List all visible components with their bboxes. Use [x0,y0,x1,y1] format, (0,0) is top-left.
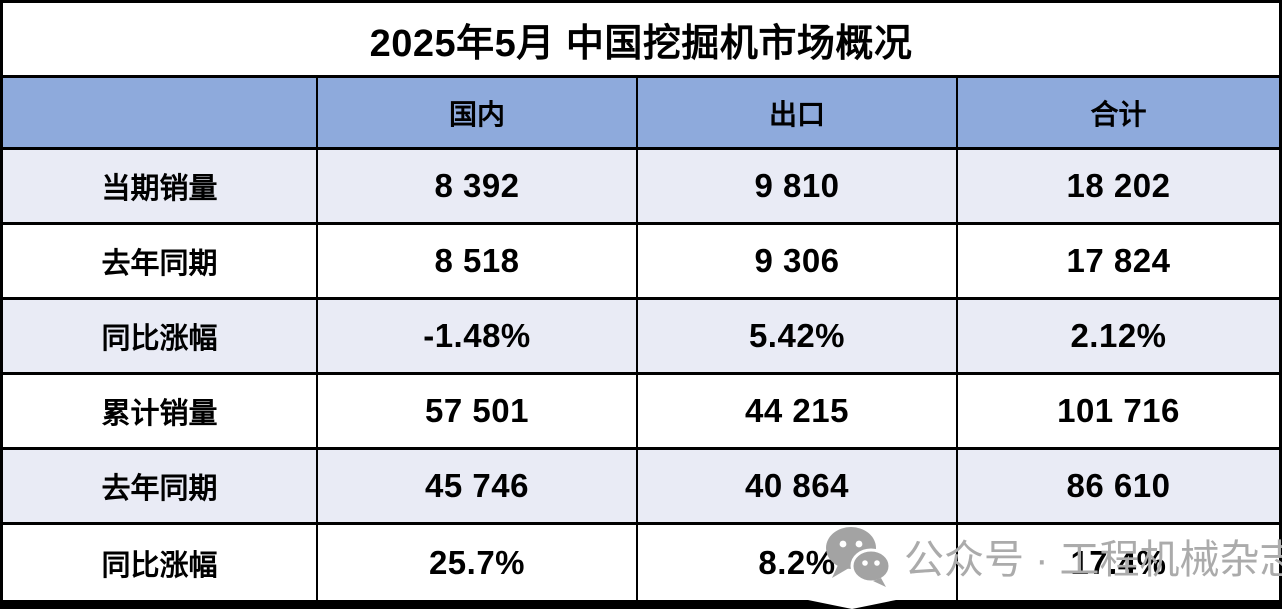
value-cell: 18 202 [958,150,1279,225]
value-cell: 44 215 [638,375,958,450]
row-label-current-sales: 当期销量 [3,150,318,225]
value-cell: 45 746 [318,450,638,525]
data-table: 国内 出口 合计 当期销量 8 392 9 810 18 202 去年同期 8 … [3,78,1279,600]
value-cell: 25.7% [318,525,638,600]
column-header-export: 出口 [638,78,958,150]
value-cell: 5.42% [638,300,958,375]
value-cell: 86 610 [958,450,1279,525]
value-cell: 57 501 [318,375,638,450]
value-cell: 2.12% [958,300,1279,375]
value-cell: 9 306 [638,225,958,300]
value-cell: 40 864 [638,450,958,525]
row-label-yoy-change: 同比涨幅 [3,525,318,600]
row-label-cumulative-sales: 累计销量 [3,375,318,450]
value-cell: 8 518 [318,225,638,300]
column-header-blank [3,78,318,150]
value-cell: 17 824 [958,225,1279,300]
column-header-domestic: 国内 [318,78,638,150]
row-label-yoy-change: 同比涨幅 [3,300,318,375]
bottom-notch-triangle [808,600,896,609]
value-cell: 9 810 [638,150,958,225]
value-cell: 8 392 [318,150,638,225]
row-label-last-year-period: 去年同期 [3,225,318,300]
column-header-total: 合计 [958,78,1279,150]
page-title: 2025年5月 中国挖掘机市场概况 [3,3,1279,78]
value-cell: 17.4% [958,525,1279,600]
row-label-last-year-period: 去年同期 [3,450,318,525]
value-cell: -1.48% [318,300,638,375]
value-cell: 101 716 [958,375,1279,450]
value-cell: 8.2% [638,525,958,600]
